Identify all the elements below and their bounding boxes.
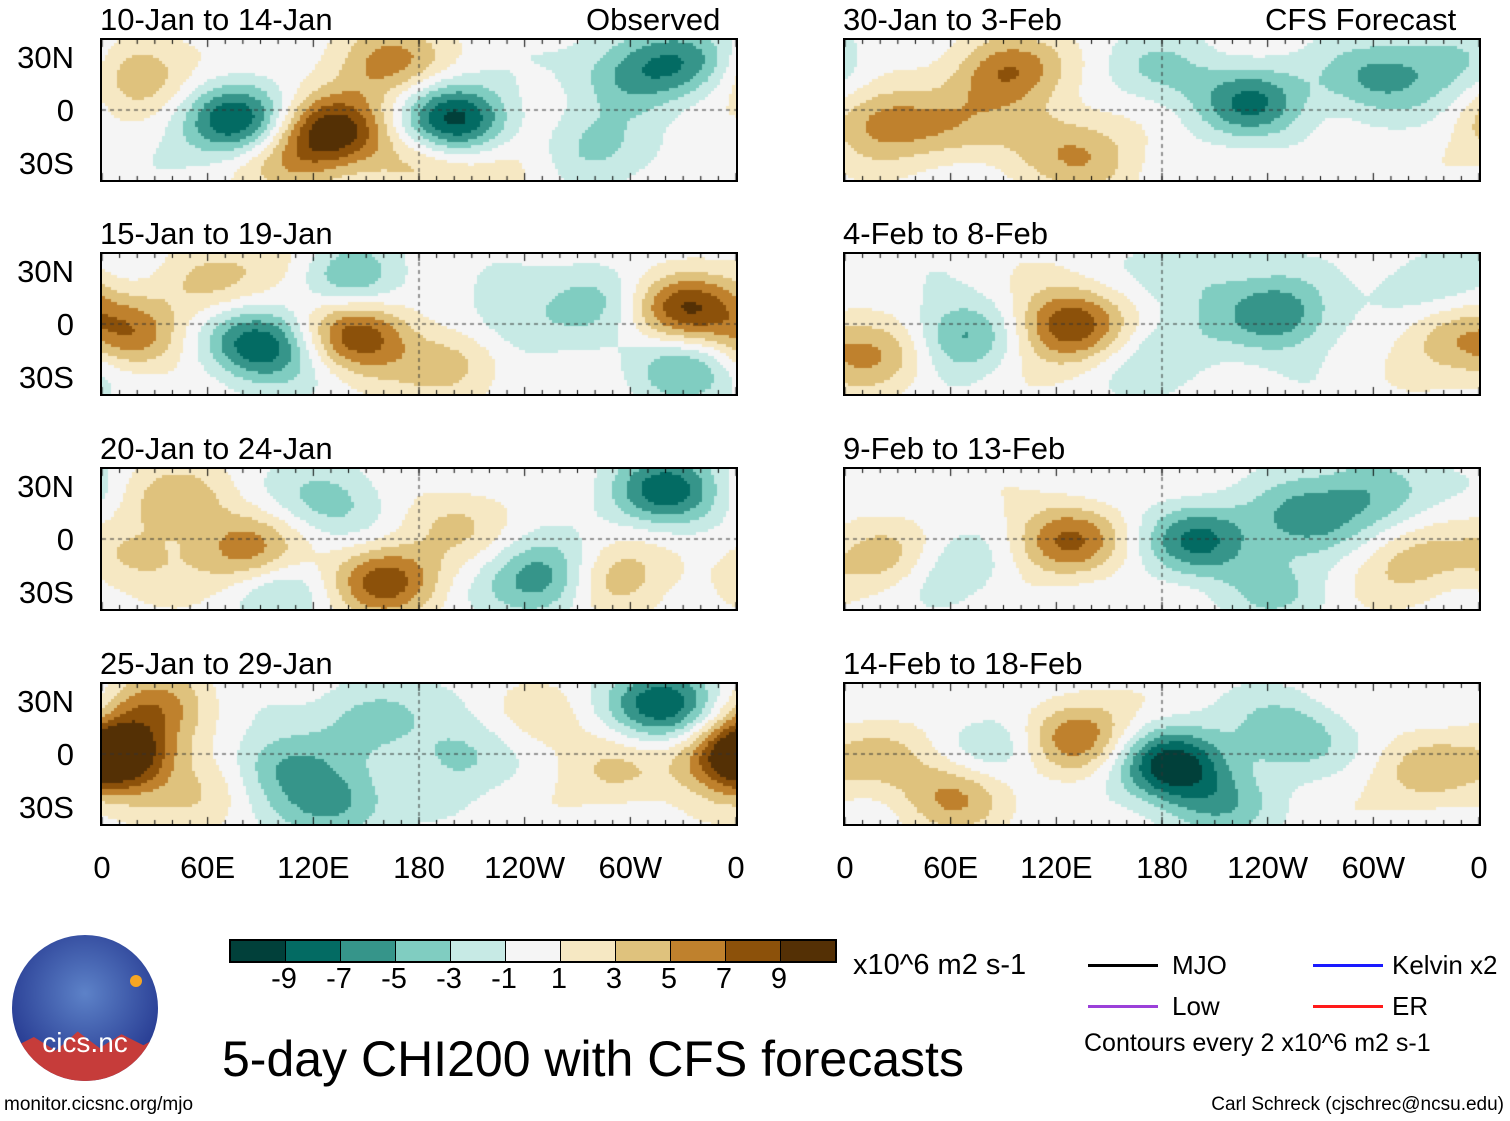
lon-label: 60E	[923, 850, 979, 885]
lat-label: 30S	[18, 146, 74, 181]
forecast-header: CFS Forecast	[1265, 2, 1457, 37]
colorbar-tick-label: 5	[660, 963, 678, 995]
lat-label: 30N	[17, 254, 74, 289]
lat-label: 30S	[18, 360, 74, 395]
lon-label: 0	[1470, 850, 1488, 885]
lon-label: 120W	[1227, 850, 1309, 885]
lon-label: 120E	[277, 850, 350, 885]
colorbar-swatch	[286, 941, 341, 961]
map-panel	[843, 38, 1481, 182]
lat-label: 30N	[17, 684, 74, 719]
panel-title: 25-Jan to 29-Jan	[100, 646, 333, 681]
colorbar	[229, 939, 837, 963]
lat-label: 0	[56, 737, 74, 772]
lon-label: 120E	[1020, 850, 1093, 885]
lon-label: 180	[393, 850, 445, 885]
panel-title: 10-Jan to 14-Jan	[100, 2, 333, 37]
chi200-field	[845, 254, 1479, 394]
colorbar-tick-label: -5	[381, 963, 407, 995]
panel-title: 30-Jan to 3-Feb	[843, 2, 1062, 37]
colorbar-tick-label: 3	[605, 963, 623, 995]
source-url[interactable]: monitor.cicsnc.org/mjo	[4, 1094, 194, 1115]
contour-interval-note: Contours every 2 x10^6 m2 s-1	[1084, 1029, 1431, 1057]
colorbar-swatch	[396, 941, 451, 961]
map-panel	[100, 38, 738, 182]
colorbar-swatch	[561, 941, 616, 961]
map-panel	[843, 467, 1481, 611]
chi200-field	[845, 40, 1479, 180]
legend-line-low	[1088, 1005, 1158, 1008]
colorbar-swatch	[616, 941, 671, 961]
legend-line-mjo	[1088, 964, 1158, 967]
panel-title: 15-Jan to 19-Jan	[100, 216, 333, 251]
colorbar-swatch	[506, 941, 561, 961]
chi200-field	[845, 469, 1479, 609]
figure-title: 5-day CHI200 with CFS forecasts	[222, 1031, 964, 1087]
colorbar-swatch	[726, 941, 781, 961]
lon-label: 0	[727, 850, 745, 885]
colorbar-tick-label: -1	[491, 963, 517, 995]
panel-title: 14-Feb to 18-Feb	[843, 646, 1083, 681]
panel-title: 4-Feb to 8-Feb	[843, 216, 1049, 251]
lon-label: 60W	[1341, 850, 1406, 885]
legend-line-er	[1313, 1005, 1383, 1008]
colorbar-swatch	[781, 941, 835, 961]
chi200-field	[102, 254, 736, 394]
lon-label: 60W	[598, 850, 663, 885]
cics-logo: cics.nc	[12, 935, 158, 1081]
lat-label: 0	[56, 522, 74, 557]
lat-label: 30N	[17, 469, 74, 504]
legend-label-mjo: MJO	[1172, 950, 1227, 980]
lon-label: 120W	[484, 850, 566, 885]
legend-label-kelvin: Kelvin x2	[1392, 950, 1498, 980]
author-credit: Carl Schreck (cjschrec@ncsu.edu)	[1211, 1094, 1504, 1115]
map-panel	[100, 252, 738, 396]
lat-label: 0	[56, 93, 74, 128]
chi200-field	[102, 40, 736, 180]
colorbar-tick-label: 9	[770, 963, 788, 995]
legend-line-kelvin	[1313, 964, 1383, 967]
colorbar-tick-label: -9	[271, 963, 297, 995]
colorbar-tick-label: 1	[550, 963, 568, 995]
map-panel	[843, 682, 1481, 826]
chi200-field	[102, 684, 736, 824]
chi200-field	[102, 469, 736, 609]
chi200-field	[845, 684, 1479, 824]
colorbar-tick-label: 7	[715, 963, 733, 995]
colorbar-tick-label: -7	[326, 963, 352, 995]
map-panel	[100, 467, 738, 611]
legend-label-er: ER	[1392, 991, 1429, 1021]
lat-label: 30N	[17, 40, 74, 75]
lon-label: 0	[836, 850, 854, 885]
colorbar-swatch	[671, 941, 726, 961]
panel-title: 20-Jan to 24-Jan	[100, 431, 333, 466]
lat-label: 0	[56, 307, 74, 342]
colorbar-units: x10^6 m2 s-1	[853, 949, 1027, 981]
observed-header: Observed	[586, 2, 721, 37]
colorbar-tick-label: -3	[436, 963, 462, 995]
colorbar-swatch	[231, 941, 286, 961]
lon-label: 0	[93, 850, 111, 885]
lat-label: 30S	[18, 575, 74, 610]
panel-title: 9-Feb to 13-Feb	[843, 431, 1066, 466]
map-panel	[100, 682, 738, 826]
lat-label: 30S	[18, 790, 74, 825]
colorbar-swatch	[451, 941, 506, 961]
logo-text: cics.nc	[42, 1027, 128, 1058]
map-panel	[843, 252, 1481, 396]
legend-label-low: Low	[1172, 991, 1220, 1021]
colorbar-swatch	[341, 941, 396, 961]
lon-label: 180	[1136, 850, 1188, 885]
lon-label: 60E	[180, 850, 236, 885]
